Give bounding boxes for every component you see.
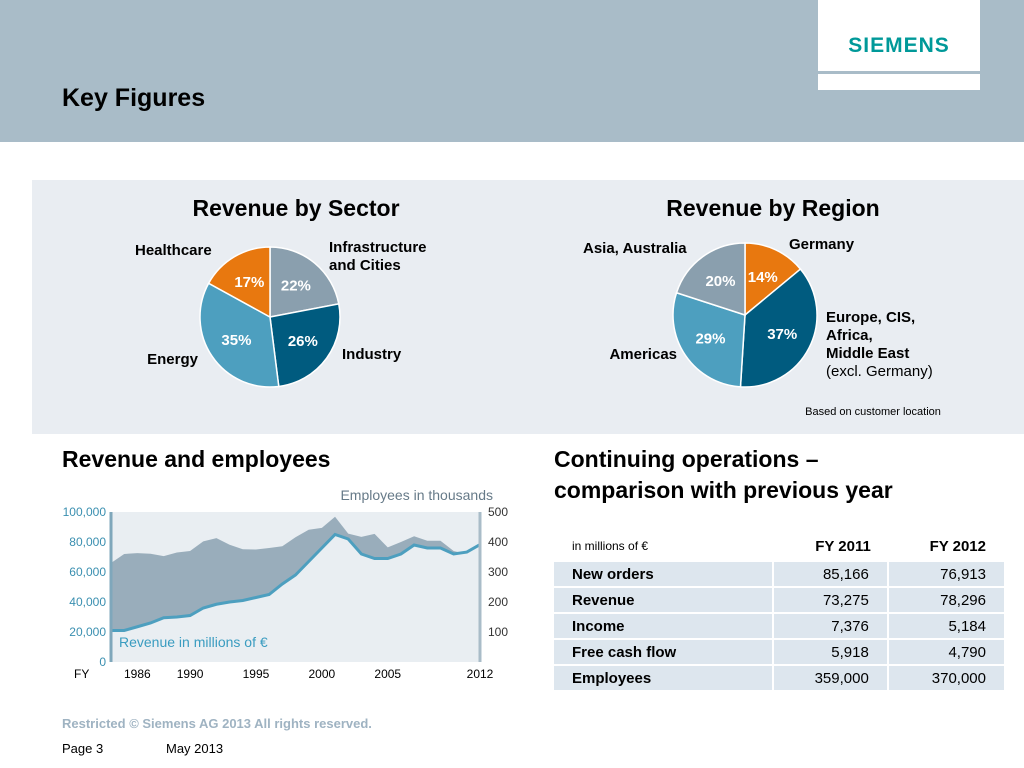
fy2012-cell: 78,296 xyxy=(888,588,1004,612)
region-slice-1 xyxy=(739,268,818,388)
revenue-line xyxy=(111,532,481,632)
region-slice-label-1-3: (excl. Germany) xyxy=(826,363,933,380)
fy2012-cell: 4,790 xyxy=(888,640,1004,664)
right-tick-0: 100 xyxy=(488,625,508,639)
right-tick-3: 400 xyxy=(488,535,508,549)
region-slice-percent-0: 14% xyxy=(748,269,778,286)
x-axis-ticks: 1986 1990 1995 2000 2005 2012 xyxy=(124,667,494,681)
revenue-area xyxy=(111,534,480,662)
sector-slice-2 xyxy=(199,282,280,388)
sector-slice-percent-1: 26% xyxy=(288,333,318,350)
page-title: Key Figures xyxy=(62,84,206,112)
column-header-fy2011: FY 2011 xyxy=(773,532,889,560)
revenue-series-label: Revenue in millions of € xyxy=(119,634,268,650)
logo-rule xyxy=(818,71,980,74)
x-tick-0: 1986 xyxy=(124,667,151,681)
region-slice-label-0-0: Germany xyxy=(789,236,855,253)
operations-table: in millions of € FY 2011 FY 2012 New ord… xyxy=(554,530,1004,692)
table-row: Employees 359,000 370,000 xyxy=(554,666,1004,690)
fy2011-cell: 5,918 xyxy=(773,640,889,664)
operations-title-line-2: comparison with previous year xyxy=(554,477,893,503)
x-tick-1: 1990 xyxy=(177,667,204,681)
fy2011-cell: 73,275 xyxy=(773,588,889,612)
region-slice-label-1-1: Africa, xyxy=(826,327,873,344)
region-chart-title: Revenue by Region xyxy=(666,195,879,221)
employees-series-label: Employees in thousands xyxy=(340,487,493,503)
region-pie: 14% 37% 29% 20% xyxy=(672,242,818,388)
fy2011-cell: 7,376 xyxy=(773,614,889,638)
region-slice-percent-2: 29% xyxy=(695,330,725,347)
unit-label: in millions of € xyxy=(554,532,774,560)
pie-charts-panel xyxy=(32,180,1024,434)
metric-cell: Employees xyxy=(554,666,774,690)
sector-slice-label-3-0: Healthcare xyxy=(135,242,212,259)
siemens-logo: SIEMENS xyxy=(848,34,950,57)
left-tick-3: 60,000 xyxy=(69,565,106,579)
footer-page-number: Page 3 xyxy=(62,741,104,756)
sector-slice-percent-2: 35% xyxy=(221,332,251,349)
fy2011-cell: 85,166 xyxy=(773,562,889,586)
operations-title-line-1: Continuing operations – xyxy=(554,446,819,472)
left-tick-5: 100,000 xyxy=(63,505,107,519)
logo-box: SIEMENS xyxy=(818,0,980,90)
x-tick-4: 2005 xyxy=(374,667,401,681)
region-slice-label-1-2: Middle East xyxy=(826,345,909,362)
region-slice-3 xyxy=(675,242,746,317)
left-tick-0: 0 xyxy=(99,655,106,669)
metric-cell: Free cash flow xyxy=(554,640,774,664)
region-slice-label-1-0: Europe, CIS, xyxy=(826,309,915,326)
footer-copyright: Restricted © Siemens AG 2013 All rights … xyxy=(62,716,372,731)
table-header-row: in millions of € FY 2011 FY 2012 xyxy=(554,532,1004,560)
revenue-employees-title: Revenue and employees xyxy=(62,446,331,472)
right-tick-1: 200 xyxy=(488,595,508,609)
region-labels: Germany Europe, CIS,Africa,Middle East(ex… xyxy=(583,236,933,380)
table-row: Free cash flow 5,918 4,790 xyxy=(554,640,1004,664)
sector-slice-percent-3: 17% xyxy=(234,274,264,291)
fy2012-cell: 5,184 xyxy=(888,614,1004,638)
fy2011-cell: 359,000 xyxy=(773,666,889,690)
sector-slice-label-1-0: Industry xyxy=(342,346,402,363)
sector-slice-label-0-1: and Cities xyxy=(329,257,401,274)
sector-slice-1 xyxy=(269,303,341,388)
footer-date: May 2013 xyxy=(166,741,224,756)
region-slice-percent-3: 20% xyxy=(705,273,735,290)
region-slice-2 xyxy=(672,291,746,388)
left-axis-ticks: 0 20,000 40,000 60,000 80,000 100,000 xyxy=(63,505,107,669)
fy2012-cell: 76,913 xyxy=(888,562,1004,586)
sector-pie: 22% 26% 35% 17% xyxy=(199,246,341,388)
fy2012-cell: 370,000 xyxy=(888,666,1004,690)
table-row: Income 7,376 5,184 xyxy=(554,614,1004,638)
x-tick-5: 2012 xyxy=(467,667,494,681)
x-tick-2: 1995 xyxy=(243,667,270,681)
table-row: New orders 85,166 76,913 xyxy=(554,562,1004,586)
right-tick-4: 500 xyxy=(488,505,508,519)
column-header-fy2012: FY 2012 xyxy=(888,532,1004,560)
region-slice-label-2-0: Americas xyxy=(609,346,677,363)
metric-cell: Revenue xyxy=(554,588,774,612)
region-note: Based on customer location xyxy=(805,406,941,418)
x-tick-3: 2000 xyxy=(309,667,336,681)
left-tick-2: 40,000 xyxy=(69,595,106,609)
right-tick-2: 300 xyxy=(488,565,508,579)
region-slice-label-3-0: Asia, Australia xyxy=(583,240,687,257)
region-slice-percent-1: 37% xyxy=(767,326,797,343)
right-axis-ticks: 100 200 300 400 500 xyxy=(488,505,508,639)
sector-slice-0 xyxy=(269,246,340,318)
sector-slice-label-2-0: Energy xyxy=(147,351,199,368)
x-axis-prefix: FY xyxy=(74,667,89,681)
sector-slice-3 xyxy=(207,246,271,319)
left-tick-1: 20,000 xyxy=(69,625,106,639)
sector-slice-label-0-0: Infrastructure xyxy=(329,239,427,256)
table-row: Revenue 73,275 78,296 xyxy=(554,588,1004,612)
metric-cell: Income xyxy=(554,614,774,638)
left-tick-4: 80,000 xyxy=(69,535,106,549)
area-layer xyxy=(111,516,481,662)
sector-chart-title: Revenue by Sector xyxy=(192,195,399,221)
sector-slice-percent-0: 22% xyxy=(281,278,311,295)
region-slice-0 xyxy=(744,242,802,317)
metric-cell: New orders xyxy=(554,562,774,586)
